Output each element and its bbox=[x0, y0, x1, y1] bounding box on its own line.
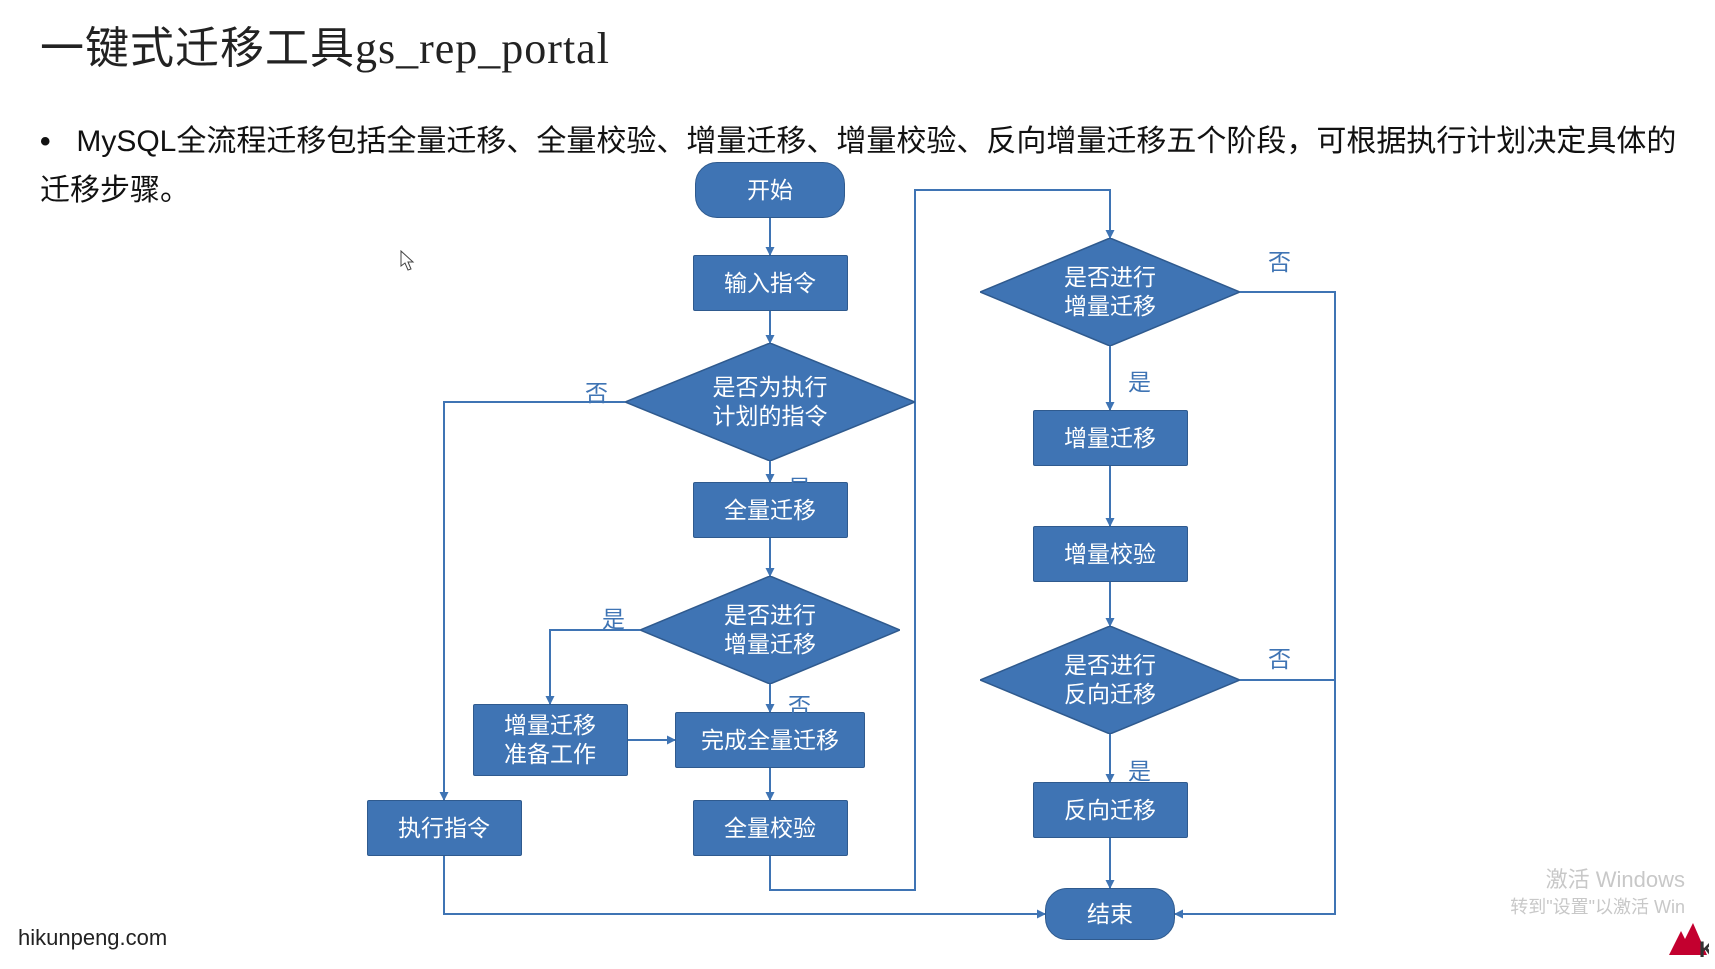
edge-exec_cmd-end bbox=[444, 856, 1045, 914]
bullet-marker: • bbox=[40, 118, 68, 167]
windows-activation-watermark: 激活 Windows 转到"设置"以激活 Win bbox=[1510, 865, 1685, 919]
node-is_incr1: 是否进行增量迁移 bbox=[640, 576, 900, 684]
node-is_plan_cmd: 是否为执行计划的指令 bbox=[625, 343, 915, 461]
edge-label-is_incr2-incr_migrate: 是 bbox=[1128, 363, 1151, 397]
slide-title: 一键式迁移工具gs_rep_portal bbox=[40, 12, 610, 76]
node-incr_migrate: 增量迁移 bbox=[1033, 410, 1188, 466]
node-reverse_migrate: 反向迁移 bbox=[1033, 782, 1188, 838]
node-label-is_incr2: 是否进行增量迁移 bbox=[980, 238, 1240, 346]
edge-is_incr1-incr_prep bbox=[550, 630, 640, 704]
node-incr_prep: 增量迁移准备工作 bbox=[473, 704, 628, 776]
node-complete_full: 完成全量迁移 bbox=[675, 712, 865, 768]
node-is_incr2: 是否进行增量迁移 bbox=[980, 238, 1240, 346]
edge-full_check-is_incr2 bbox=[770, 190, 1110, 890]
cursor-icon bbox=[400, 250, 416, 272]
edge-label-is_reverse-reverse_migrate: 是 bbox=[1128, 752, 1151, 786]
node-label-is_incr1: 是否进行增量迁移 bbox=[640, 576, 900, 684]
node-exec_cmd: 执行指令 bbox=[367, 800, 522, 856]
edge-is_plan_cmd-exec_cmd bbox=[444, 402, 625, 800]
node-label-is_reverse: 是否进行反向迁移 bbox=[980, 626, 1240, 734]
node-end: 结束 bbox=[1045, 888, 1175, 940]
edge-label-is_plan_cmd-exec_cmd: 否 bbox=[585, 374, 608, 408]
logo-icon: K bbox=[1663, 921, 1709, 961]
watermark-line1: 激活 Windows bbox=[1510, 865, 1685, 895]
edge-is_incr2-end_via_no1 bbox=[1175, 292, 1335, 914]
bullet-text: MySQL全流程迁移包括全量迁移、全量校验、增量迁移、增量校验、反向增量迁移五个… bbox=[40, 125, 1676, 207]
edge-label-is_incr1-complete_full: 否 bbox=[788, 687, 811, 721]
edge-label-is_incr1-incr_prep: 是 bbox=[602, 600, 625, 634]
bullet-paragraph: • MySQL全流程迁移包括全量迁移、全量校验、增量迁移、增量校验、反向增量迁移… bbox=[40, 118, 1685, 215]
node-full_check: 全量校验 bbox=[693, 800, 848, 856]
edge-label-is_plan_cmd-full_migrate: 是 bbox=[788, 469, 811, 503]
node-label-is_plan_cmd: 是否为执行计划的指令 bbox=[625, 343, 915, 461]
edge-label-is_incr2-end_via_no1: 否 bbox=[1268, 243, 1291, 277]
watermark-line2: 转到"设置"以激活 Win bbox=[1510, 895, 1685, 919]
footer-url: hikunpeng.com bbox=[18, 925, 167, 951]
node-input_cmd: 输入指令 bbox=[693, 255, 848, 311]
node-full_migrate: 全量迁移 bbox=[693, 482, 848, 538]
node-incr_check: 增量校验 bbox=[1033, 526, 1188, 582]
edge-label-is_reverse-end_via_no2: 否 bbox=[1268, 640, 1291, 674]
svg-text:K: K bbox=[1699, 937, 1709, 961]
node-is_reverse: 是否进行反向迁移 bbox=[980, 626, 1240, 734]
